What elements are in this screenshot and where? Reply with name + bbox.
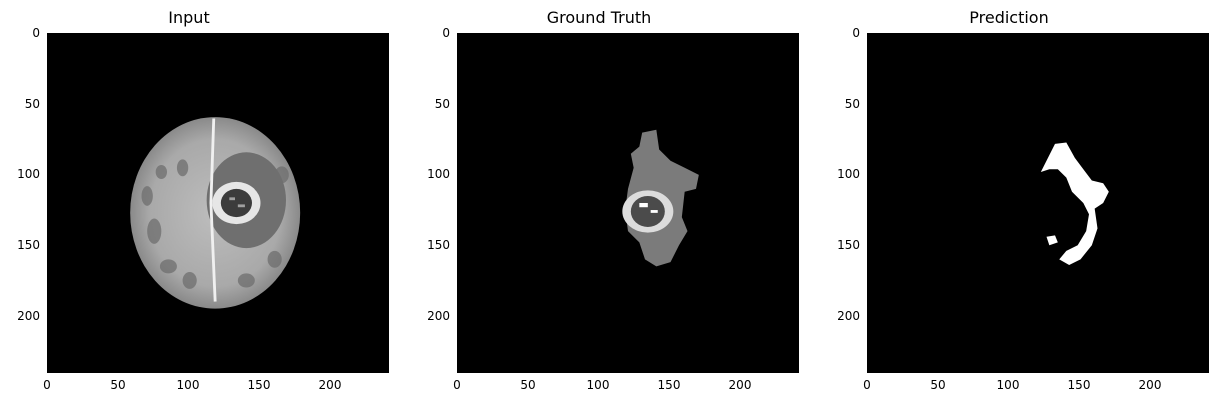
y-tick-label: 100 <box>427 167 450 181</box>
x-tick-label: 0 <box>43 378 51 392</box>
x-tick-label: 0 <box>863 378 871 392</box>
panel-title: Ground Truth <box>546 8 652 27</box>
x-tick-label: 200 <box>1138 378 1162 392</box>
input-image-axes <box>47 33 389 373</box>
y-tick-label: 50 <box>434 97 450 111</box>
x-tick-label: 100 <box>996 378 1020 392</box>
x-tick-label: 100 <box>176 378 200 392</box>
panel-prediction: Prediction 0 50 100 150 200 0 50 100 150… <box>820 0 1220 407</box>
y-tick-label: 50 <box>844 97 860 111</box>
x-tick-label: 200 <box>728 378 752 392</box>
y-tick-label: 0 <box>442 26 450 40</box>
y-tick-label: 0 <box>852 26 860 40</box>
panel-title: Prediction <box>969 8 1049 27</box>
x-tick-label: 150 <box>247 378 271 392</box>
panel-input: Input <box>0 0 400 407</box>
x-tick-label: 150 <box>657 378 681 392</box>
y-tick-label: 150 <box>837 238 860 252</box>
y-tick-label: 150 <box>427 238 450 252</box>
y-tick-label: 200 <box>427 309 450 323</box>
panel-ground-truth: Ground Truth 0 50 100 150 200 0 50 100 1… <box>410 0 810 407</box>
y-tick-label: 50 <box>24 97 40 111</box>
y-tick-label: 0 <box>32 26 40 40</box>
panel-title: Input <box>168 8 210 27</box>
y-tick-label: 100 <box>837 167 860 181</box>
x-tick-label: 0 <box>453 378 461 392</box>
x-tick-label: 200 <box>318 378 342 392</box>
x-tick-label: 50 <box>930 378 946 392</box>
ground-truth-mask <box>458 34 798 372</box>
x-tick-label: 100 <box>586 378 610 392</box>
y-tick-label: 100 <box>17 167 40 181</box>
prediction-axes <box>867 33 1209 373</box>
y-tick-label: 150 <box>17 238 40 252</box>
y-tick-label: 200 <box>17 309 40 323</box>
prediction-mask <box>868 34 1208 372</box>
ground-truth-axes <box>457 33 799 373</box>
x-tick-label: 150 <box>1067 378 1091 392</box>
x-tick-label: 50 <box>520 378 536 392</box>
brain-mri-image <box>48 34 388 372</box>
x-tick-label: 50 <box>110 378 126 392</box>
y-tick-label: 200 <box>837 309 860 323</box>
